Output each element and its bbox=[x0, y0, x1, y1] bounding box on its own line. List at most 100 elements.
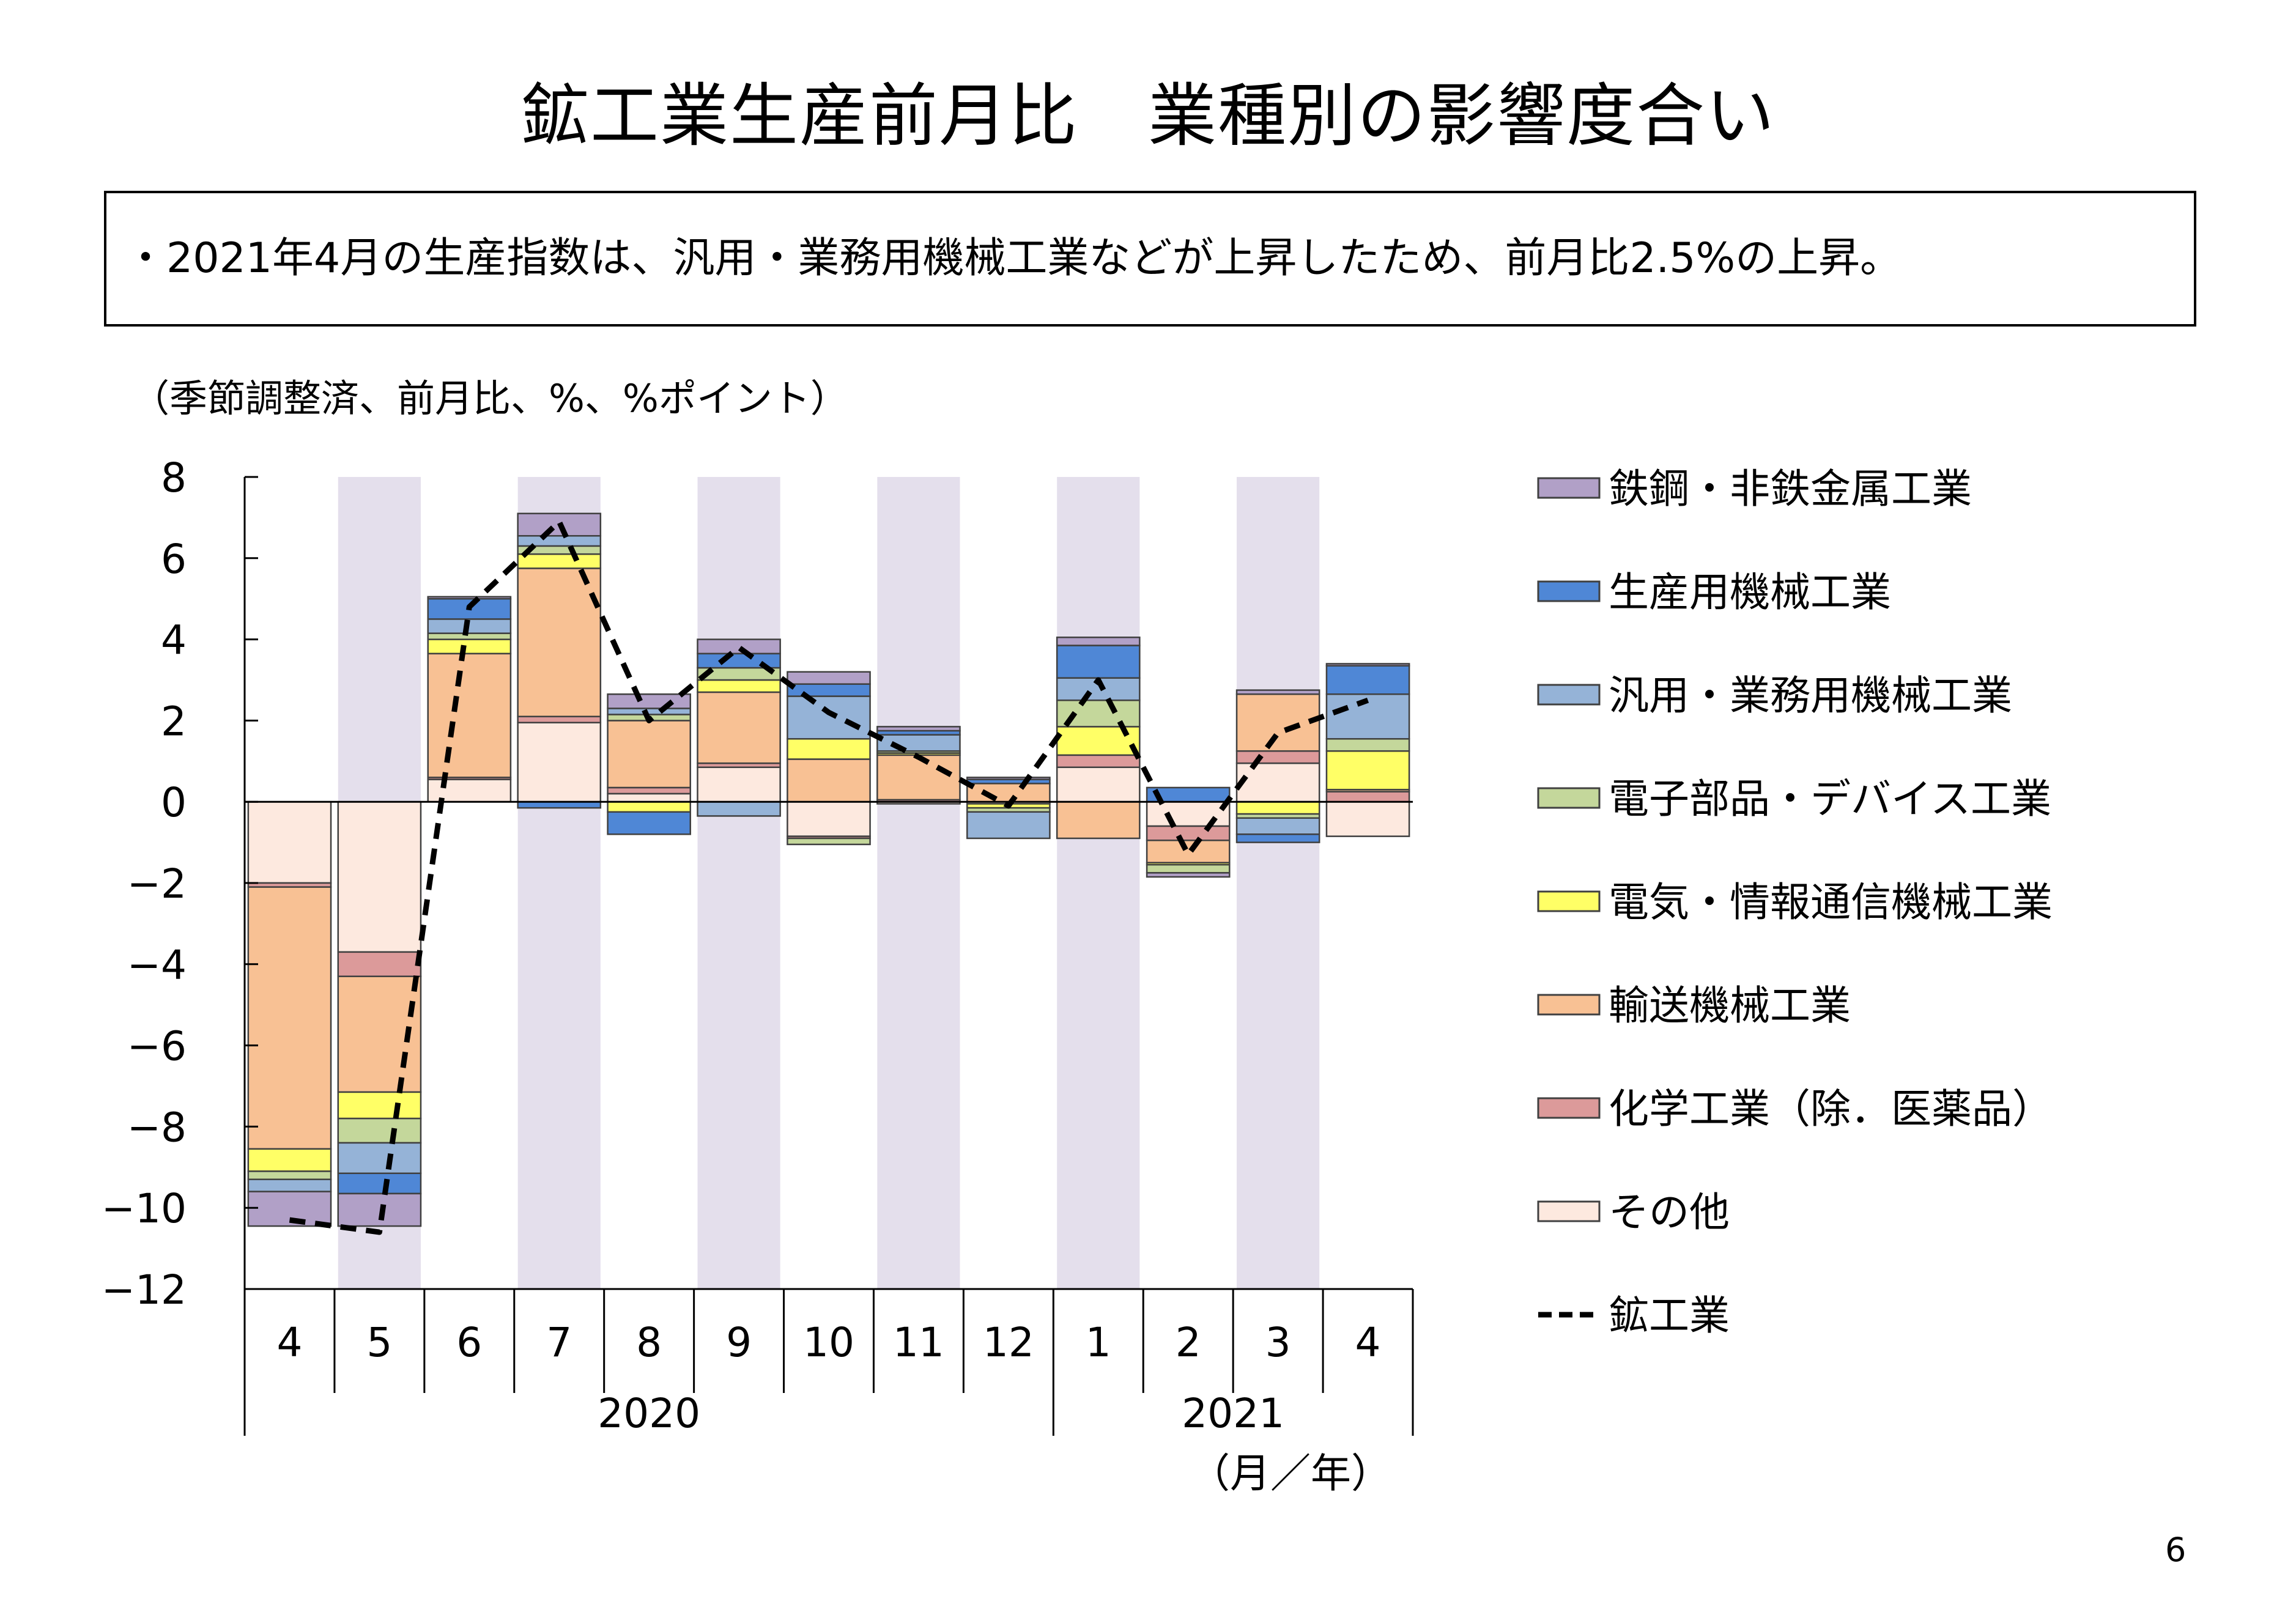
bar-segment bbox=[1056, 645, 1141, 679]
bar-segment bbox=[337, 1117, 422, 1144]
bar-segment bbox=[966, 783, 1051, 803]
summary-text: ・2021年4月の生産指数は、汎用・業務用機械工業などが上昇したため、前月比2.… bbox=[125, 234, 1902, 283]
bar-segment bbox=[1146, 863, 1231, 874]
legend-label: 生産用機械工業 bbox=[1609, 569, 1891, 616]
bar-segment bbox=[1146, 872, 1231, 878]
bar-segment bbox=[787, 683, 871, 697]
bar-segment bbox=[697, 691, 781, 764]
bar-segment bbox=[1325, 663, 1410, 667]
bar-segment bbox=[337, 1192, 422, 1227]
axes: 8 6 4 2 0 −2 −4 −6 −8 −10 −12 bbox=[102, 454, 1413, 1313]
y-tick-label: −10 bbox=[102, 1185, 187, 1232]
bar-segment bbox=[1325, 665, 1410, 695]
bar-segment bbox=[697, 766, 781, 803]
legend-label: 化学工業（除．医薬品） bbox=[1609, 1085, 2053, 1132]
x-tick-label: 6 bbox=[456, 1319, 482, 1366]
bar-segment bbox=[1056, 754, 1141, 769]
bar-segment bbox=[517, 715, 602, 723]
bar-segment bbox=[697, 638, 781, 655]
bar-segment bbox=[1235, 689, 1320, 695]
total-line bbox=[289, 519, 1369, 1235]
legend-swatch bbox=[1537, 477, 1601, 499]
bar-segment bbox=[337, 1142, 422, 1175]
bar-segment bbox=[247, 800, 332, 884]
legend-swatch bbox=[1537, 1097, 1601, 1119]
x-tick-label: 10 bbox=[803, 1319, 854, 1366]
y-tick-label: 0 bbox=[161, 779, 187, 826]
shaded-band bbox=[877, 477, 960, 1289]
x-tick-label: 12 bbox=[983, 1319, 1034, 1366]
bar-segment bbox=[876, 726, 961, 732]
stacked-bars bbox=[247, 512, 1410, 1227]
y-tick-label: −12 bbox=[102, 1266, 187, 1313]
y-tick-label: −4 bbox=[127, 942, 187, 989]
shaded-band bbox=[697, 477, 780, 1289]
bar-segment bbox=[247, 1191, 332, 1227]
bar-segment bbox=[1056, 766, 1141, 803]
bar-segment bbox=[337, 951, 422, 977]
bar-segment bbox=[1056, 637, 1141, 646]
bar-segment bbox=[607, 720, 691, 789]
x-tick-label: 4 bbox=[276, 1319, 302, 1366]
x-tick-label: 1 bbox=[1086, 1319, 1111, 1366]
legend-swatch bbox=[1537, 684, 1601, 706]
bar-segment bbox=[1235, 800, 1320, 815]
y-tick-label: −2 bbox=[127, 860, 187, 907]
bar-segment bbox=[517, 535, 602, 547]
legend-label: その他 bbox=[1609, 1189, 1730, 1236]
shaded-band bbox=[1057, 477, 1140, 1289]
bar-segment bbox=[607, 811, 691, 835]
y-tick-label: −8 bbox=[127, 1104, 187, 1151]
bar-segment bbox=[1325, 738, 1410, 752]
bar-segment bbox=[966, 811, 1051, 840]
bar-segment bbox=[427, 596, 512, 600]
legend-swatch bbox=[1537, 580, 1601, 602]
legend-swatch bbox=[1537, 1200, 1601, 1222]
bar-segment bbox=[247, 1170, 332, 1180]
bar-segment bbox=[1235, 762, 1320, 803]
bar-segment bbox=[1146, 800, 1231, 827]
year-label: 2021 bbox=[1182, 1390, 1284, 1437]
bar-segment bbox=[607, 800, 691, 813]
bar-segment bbox=[1235, 817, 1320, 835]
y-tick-label: 4 bbox=[161, 617, 187, 664]
bar-segment bbox=[517, 553, 602, 569]
bar-segment bbox=[787, 738, 871, 760]
bar-segment bbox=[1146, 825, 1231, 841]
x-tick-label: 9 bbox=[726, 1319, 752, 1366]
bar-segment bbox=[876, 734, 961, 752]
bar-segment bbox=[1325, 791, 1410, 803]
bar-segment bbox=[607, 707, 691, 715]
bar-segment bbox=[247, 1148, 332, 1172]
bar-segment bbox=[427, 652, 512, 778]
legend-label: 電気・情報通信機械工業 bbox=[1609, 879, 2053, 926]
legend-label: 電子部品・デバイス工業 bbox=[1609, 775, 2051, 822]
bar-segment bbox=[787, 837, 871, 846]
bar-segment bbox=[517, 722, 602, 803]
x-tick-label: 7 bbox=[546, 1319, 572, 1366]
x-axis-unit-label: （月／年） bbox=[1190, 1450, 1391, 1497]
bar-segment bbox=[1146, 840, 1231, 864]
bar-segment bbox=[427, 632, 512, 640]
bar-segment bbox=[607, 786, 691, 795]
y-tick-label: 8 bbox=[161, 454, 187, 501]
y-tick-label: 6 bbox=[161, 536, 187, 583]
bar-segment bbox=[787, 695, 871, 740]
bar-segment bbox=[787, 671, 871, 685]
bar-segment bbox=[697, 679, 781, 693]
bar-segment bbox=[607, 792, 691, 803]
page-number: 6 bbox=[2165, 1531, 2187, 1569]
bar-segment bbox=[1056, 800, 1141, 840]
shaded-band bbox=[1237, 477, 1320, 1289]
bar-segment bbox=[1235, 750, 1320, 764]
bar-segment bbox=[876, 754, 961, 801]
bar-segment bbox=[1325, 800, 1410, 837]
total-line-path bbox=[289, 519, 1369, 1235]
chart-unit-note: （季節調整済、前月比、%、%ポイント） bbox=[131, 376, 848, 421]
x-tick-label: 4 bbox=[1355, 1319, 1381, 1366]
summary-box: ・2021年4月の生産指数は、汎用・業務用機械工業などが上昇したため、前月比2.… bbox=[104, 191, 2196, 327]
bar-segment bbox=[427, 638, 512, 655]
bar-segment bbox=[337, 1091, 422, 1120]
